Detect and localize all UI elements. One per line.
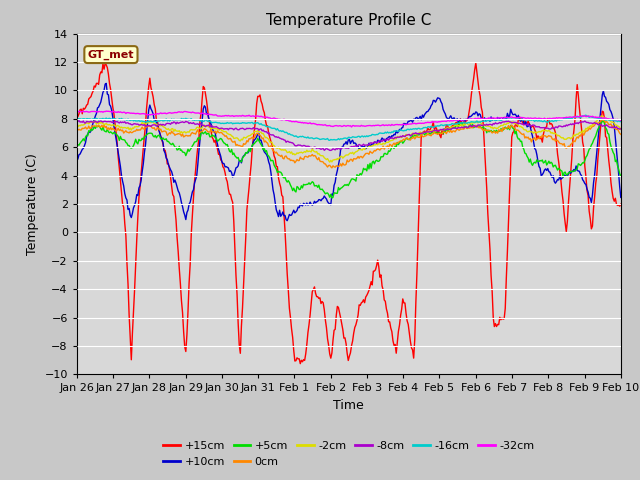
-2cm [369,143,376,149]
+15cm [332,312,340,318]
0cm [332,163,340,169]
+10cm [73,158,81,164]
Line: +10cm: +10cm [77,84,621,221]
-32cm [73,109,81,115]
-8cm [337,146,344,152]
+15cm [398,306,406,312]
Text: GT_met: GT_met [88,49,134,60]
X-axis label: Time: Time [333,399,364,412]
+15cm [472,60,479,66]
-2cm [336,155,344,160]
-32cm [336,123,344,129]
-8cm [369,140,377,145]
-2cm [597,113,605,119]
-16cm [520,117,527,123]
+5cm [73,144,81,149]
+5cm [369,159,376,165]
+5cm [606,139,614,144]
0cm [398,138,406,144]
-2cm [326,159,333,165]
Y-axis label: Temperature (C): Temperature (C) [26,153,39,255]
-16cm [398,128,406,133]
-32cm [606,116,614,122]
-2cm [73,124,81,130]
+10cm [337,147,344,153]
Line: +15cm: +15cm [77,63,621,364]
-2cm [398,134,406,140]
+5cm [520,146,527,152]
+10cm [399,125,406,131]
+15cm [73,112,81,118]
+10cm [333,168,341,173]
-16cm [582,112,589,118]
+15cm [521,118,529,124]
Title: Temperature Profile C: Temperature Profile C [266,13,431,28]
-8cm [73,120,81,125]
-32cm [521,115,529,121]
0cm [73,127,81,133]
Line: +5cm: +5cm [77,120,621,198]
+10cm [102,81,110,86]
-32cm [348,124,355,130]
-32cm [369,122,377,128]
-2cm [520,127,527,132]
-8cm [617,126,625,132]
Legend: +15cm, +10cm, +5cm, 0cm, -2cm, -8cm, -16cm, -32cm: +15cm, +10cm, +5cm, 0cm, -2cm, -8cm, -16… [159,437,539,471]
-8cm [327,147,335,153]
0cm [328,165,336,171]
-32cm [332,123,340,129]
+5cm [328,195,336,201]
+5cm [617,173,625,179]
+10cm [617,194,625,200]
+15cm [617,201,625,207]
0cm [606,121,614,127]
+10cm [284,218,291,224]
Line: 0cm: 0cm [77,119,621,168]
+10cm [521,121,529,127]
Line: -32cm: -32cm [77,111,621,127]
0cm [336,163,344,169]
+15cm [606,168,614,173]
-16cm [336,137,344,143]
-8cm [606,125,614,131]
-32cm [102,108,110,114]
-32cm [399,121,406,127]
-2cm [617,127,625,132]
0cm [369,150,376,156]
0cm [617,132,625,137]
Line: -16cm: -16cm [77,115,621,140]
+10cm [369,142,377,147]
-16cm [73,115,81,121]
-16cm [369,132,376,137]
+5cm [332,191,340,196]
-8cm [333,146,341,152]
-8cm [75,118,83,123]
-16cm [332,137,340,143]
0cm [520,131,527,137]
-2cm [606,118,614,123]
+15cm [336,310,344,315]
+15cm [369,282,376,288]
+5cm [398,138,406,144]
+5cm [600,118,607,123]
-8cm [399,133,406,139]
-32cm [617,118,625,123]
-2cm [332,157,340,163]
-16cm [617,119,625,124]
+15cm [296,361,304,367]
0cm [598,116,606,122]
-8cm [521,121,529,127]
Line: -8cm: -8cm [77,120,621,150]
+10cm [606,107,614,113]
-16cm [606,117,614,123]
Line: -2cm: -2cm [77,116,621,162]
+5cm [336,187,344,192]
-16cm [326,137,333,143]
